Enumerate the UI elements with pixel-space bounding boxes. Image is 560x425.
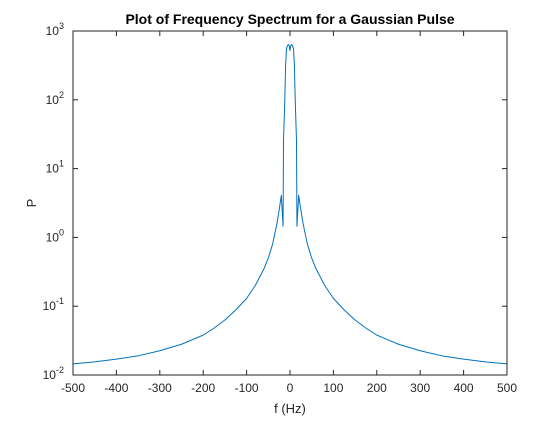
plot-area [73,31,507,375]
y-tick-label-1: 10-1 [43,296,64,313]
x-tick-label-7: 200 [367,381,387,395]
y-axis-label: P [24,199,39,208]
x-tick-label-2: -300 [148,381,172,395]
x-tick-label-8: 300 [410,381,430,395]
x-tick-label-5: 0 [287,381,294,395]
series-line-0 [72,43,508,365]
x-axis-label: f (Hz) [274,401,306,416]
y-tick-label-0: 10-2 [43,365,64,382]
x-tick-label-6: 100 [323,381,343,395]
x-tick-label-0: -500 [61,381,85,395]
x-tick-label-1: -400 [104,381,128,395]
y-tick-label-3: 101 [46,159,64,176]
x-tick-label-9: 400 [454,381,474,395]
x-tick-label-4: -100 [235,381,259,395]
y-tick-label-2: 100 [46,227,64,244]
x-axis-ticks: -500 -400 -300 -200 -100 0 100 200 300 400 500 [61,31,517,395]
y-tick-label-5: 103 [46,21,64,38]
x-tick-label-10: 500 [497,381,517,395]
series-layer [72,43,508,365]
y-tick-label-4: 102 [46,90,64,107]
x-tick-label-3: -200 [191,381,215,395]
y-axis-ticks: 10-2 10-1 100 101 102 103 [43,21,507,382]
chart-title: Plot of Frequency Spectrum for a Gaussia… [125,11,454,27]
